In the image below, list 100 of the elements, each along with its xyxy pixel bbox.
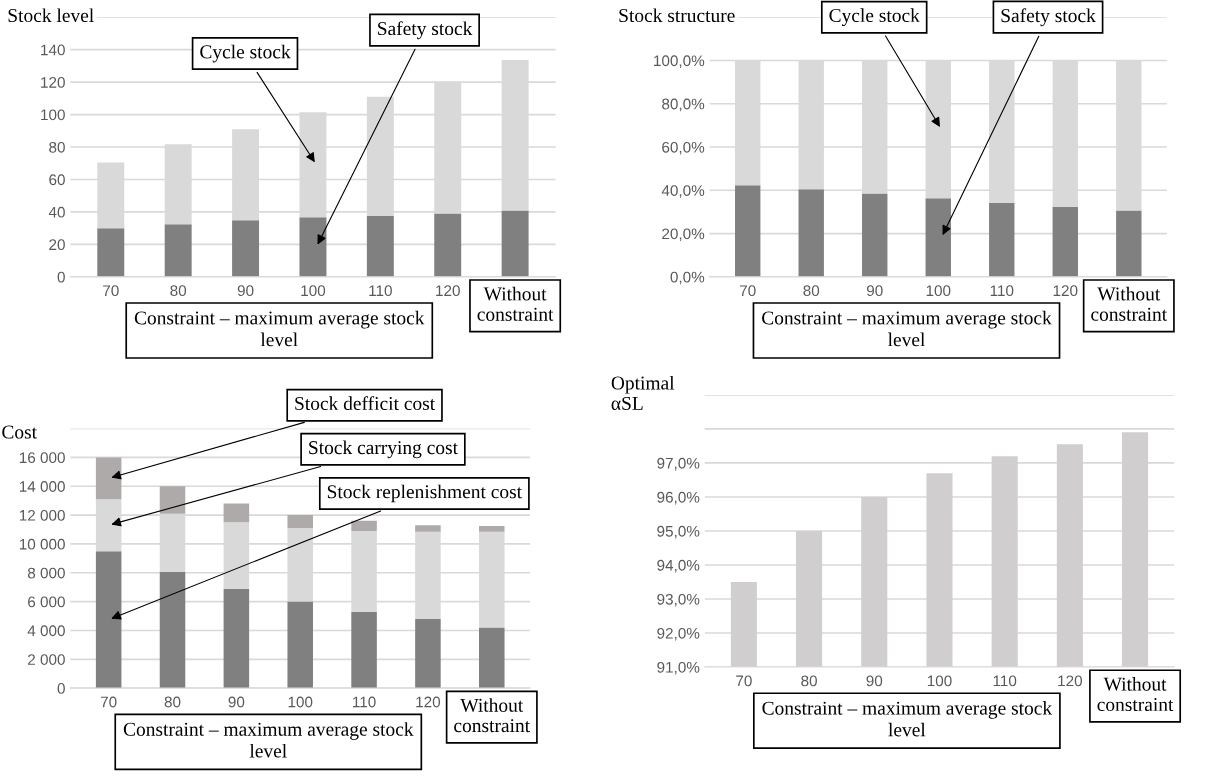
bar: [434, 213, 462, 277]
x-tick-label: Without constraint: [1097, 677, 1174, 712]
bar: [287, 515, 313, 529]
y-tick-label: 120: [41, 76, 65, 88]
bar: [1116, 210, 1142, 277]
x-axis-title: Constraint – maximum average stock level: [134, 310, 425, 347]
x-tick-label: 120: [436, 285, 460, 297]
bar: [287, 601, 313, 689]
x-tick-label: 100: [927, 675, 952, 687]
x-tick-label: 120: [1058, 675, 1083, 687]
bar: [223, 588, 250, 689]
bar: [479, 525, 505, 532]
bar: [1052, 206, 1078, 277]
text: Stock defficit cost: [295, 396, 436, 411]
x-tick-label: 110: [990, 285, 1014, 297]
y-tick-label: 94,0%: [657, 559, 700, 573]
x-tick-label: 70: [736, 675, 752, 687]
y-tick-label: 80: [49, 141, 65, 153]
x-tick-label: 120: [1053, 285, 1078, 297]
y-axis-title: Stock structure: [619, 8, 735, 23]
bar: [232, 220, 260, 277]
x-tick-label: 100: [301, 285, 326, 297]
x-tick-label: 90: [237, 285, 254, 297]
bar: [501, 210, 529, 277]
y-tick-label: 20: [49, 239, 65, 251]
text: Safety stock: [378, 21, 473, 40]
y-tick-label: 6 000: [28, 596, 65, 608]
x-tick-label: 110: [353, 696, 376, 708]
y-axis-title: Cost: [2, 425, 37, 439]
bar: [159, 486, 186, 514]
text: Safety stock: [1001, 8, 1096, 27]
y-axis-title: Stock level: [8, 8, 94, 23]
y-tick-label: 60,0%: [662, 141, 705, 155]
y-axis-title: Optimal αSL: [611, 375, 675, 410]
x-tick-label: 90: [866, 285, 883, 297]
bar: [366, 215, 394, 277]
x-tick-label: 90: [866, 675, 883, 687]
y-tick-label: 0: [57, 683, 65, 694]
x-axis-title: Constraint – maximum average stock level: [762, 701, 1053, 737]
y-tick-label: 10 000: [19, 538, 65, 550]
bar: [415, 525, 441, 532]
y-tick-label: 4 000: [27, 625, 65, 637]
x-tick-label: 70: [100, 696, 117, 708]
bar: [479, 627, 505, 689]
bar: [159, 572, 186, 689]
bar: [415, 618, 441, 689]
x-tick-label: 70: [103, 285, 119, 297]
x-tick-label: 80: [801, 675, 817, 687]
bar: [735, 185, 761, 277]
y-tick-label: 40,0%: [661, 185, 705, 198]
y-tick-label: 14 000: [19, 481, 65, 492]
y-tick-label: 0: [57, 271, 65, 283]
bar: [925, 198, 951, 277]
y-tick-label: 100: [41, 109, 65, 121]
x-axis-title: Constraint – maximum average stock level: [123, 722, 414, 758]
y-tick-label: 100,0%: [654, 55, 705, 68]
bar: [989, 202, 1015, 277]
bar: [95, 551, 122, 689]
x-tick-label: 100: [926, 285, 951, 297]
y-tick-label: 12 000: [19, 509, 65, 521]
bar: [164, 224, 192, 277]
x-tick-label: 120: [416, 696, 441, 708]
x-tick-label: 70: [740, 285, 756, 297]
bar: [351, 520, 377, 531]
y-tick-label: 93,0%: [657, 593, 700, 607]
text: Stock replenishment cost: [327, 484, 522, 503]
bar: [223, 503, 250, 523]
x-tick-label: 100: [288, 696, 313, 708]
y-tick-label: 60: [49, 174, 65, 186]
y-tick-label: 20,0%: [662, 228, 705, 242]
y-tick-label: 8 000: [27, 567, 65, 579]
y-tick-label: 16 000: [19, 452, 65, 464]
y-tick-label: 92,0%: [657, 627, 700, 641]
x-tick-label: 80: [170, 285, 187, 297]
x-tick-label: Without constraint: [454, 698, 530, 733]
text: Stock carrying cost: [309, 440, 458, 459]
bar: [351, 611, 377, 689]
y-tick-label: 140: [41, 44, 65, 56]
x-tick-label: 90: [228, 696, 245, 708]
y-tick-label: 2 000: [28, 654, 65, 665]
bar: [798, 189, 824, 277]
text: Cycle stock: [200, 44, 291, 63]
bar: [862, 193, 888, 277]
x-axis-title: Constraint – maximum average stock level: [762, 310, 1052, 347]
series-label: Cycle stock: [829, 8, 920, 27]
y-tick-label: 40: [48, 206, 65, 218]
x-tick-label: 80: [164, 696, 181, 708]
x-tick-label: 110: [369, 285, 392, 297]
y-tick-label: 96,0%: [657, 491, 700, 505]
y-tick-label: 80,0%: [662, 98, 705, 112]
y-tick-label: 91,0%: [657, 661, 700, 675]
y-tick-label: 0,0%: [670, 271, 705, 285]
bar: [97, 228, 125, 277]
x-tick-label: 80: [803, 285, 820, 297]
x-tick-label: 110: [993, 675, 1017, 687]
y-tick-label: 95,0%: [657, 525, 700, 539]
x-tick-label: Without constraint: [477, 286, 554, 321]
x-tick-label: Without constraint: [1091, 286, 1168, 321]
bar: [95, 457, 122, 500]
y-tick-label: 97,0%: [657, 457, 700, 471]
